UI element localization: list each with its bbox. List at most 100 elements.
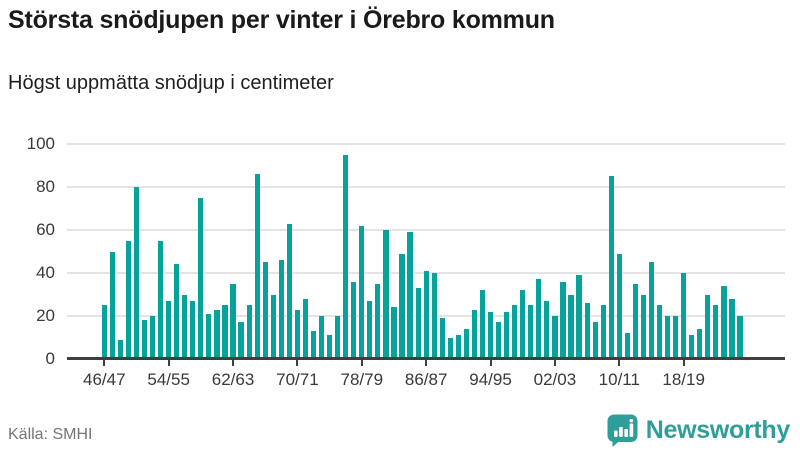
x-axis-label: 78/79 [340,370,384,389]
bar-87-88 [431,273,437,359]
bar-17-18 [673,316,679,359]
bar-80-81 [375,283,381,359]
bar-11-12 [624,333,630,359]
bar-01-02 [544,300,550,359]
bar-96-97 [504,311,510,359]
source-note: Källa: SMHI [8,426,93,443]
bar-22-23 [713,305,719,359]
bar-19-20 [689,335,695,359]
x-axis-tick [167,359,170,366]
x-axis-tick [489,359,492,366]
bar-54-55 [166,300,172,359]
bar-68-69 [278,260,284,359]
x-axis-tick [296,359,299,366]
bar-58-59 [198,197,204,359]
bar-89-90 [447,337,453,359]
bar-12-13 [632,283,638,359]
bar-85-86 [415,288,421,359]
bar-95-96 [496,322,502,359]
x-axis-label: 62/63 [211,370,255,389]
bar-06-07 [584,303,590,359]
bar-61-62 [222,305,228,359]
bar-59-60 [206,313,212,359]
bar-62-63 [230,283,236,359]
bar-74-75 [327,335,333,359]
bar-71-72 [302,298,309,359]
bar-88-89 [439,318,445,359]
bar-90-91 [455,335,461,359]
y-axis-label: 40 [36,263,55,282]
bar-84-85 [407,232,413,359]
bar-05-06 [576,275,582,359]
bar-70-71 [294,309,300,359]
bar-92-93 [471,309,478,359]
bar-72-73 [310,331,317,359]
x-axis-label: 54/55 [147,370,190,389]
bar-53-54 [158,240,164,359]
page-title: Största snödjupen per vinter i Örebro ko… [8,6,555,34]
gridline-y-100 [67,143,785,145]
y-axis-label: 100 [26,134,55,153]
bar-60-61 [214,309,220,359]
chart-subtitle: Högst uppmätta snödjup i centimeter [8,72,334,94]
y-axis-label: 80 [36,177,55,196]
bar-46-47 [101,305,107,359]
bar-78-79 [359,225,365,359]
x-axis-label: 02/03 [533,370,577,389]
x-axis-line [67,357,785,360]
bar-66-67 [262,262,268,359]
bar-03-04 [560,281,566,359]
bar-chart-speech-bubble-icon [607,414,638,447]
bar-67-68 [270,294,276,359]
bar-07-08 [592,322,598,359]
x-axis-label: 70/71 [276,370,319,389]
x-axis-label: 10/11 [598,370,640,389]
bar-13-14 [640,294,647,359]
newsworthy-logo: Newsworthy [607,414,790,447]
bar-25-26 [737,316,743,359]
gridline-y-80 [67,186,785,188]
bar-21-22 [705,294,711,359]
bar-24-25 [729,298,735,359]
bar-64-65 [246,305,252,359]
bar-93-94 [479,290,486,359]
bar-79-80 [367,300,373,359]
bar-56-57 [182,294,188,359]
bar-16-17 [664,316,671,359]
bar-15-16 [656,305,663,359]
x-axis-tick [682,359,685,366]
bar-50-51 [133,187,140,359]
x-axis-label: 46/47 [83,370,126,389]
bar-47-48 [109,251,115,359]
bar-20-21 [697,328,703,359]
bar-99-00 [528,305,534,359]
bar-55-56 [174,264,180,359]
bar-04-05 [568,294,574,359]
bar-86-87 [423,270,429,359]
x-axis-tick [618,359,621,366]
bar-73-74 [318,316,325,359]
bar-81-82 [383,230,389,359]
bar-08-09 [600,305,606,359]
bar-98-99 [520,290,526,359]
bar-02-03 [552,316,558,359]
x-axis-label: 18/19 [662,370,705,389]
bar-49-50 [125,240,132,359]
bar-48-49 [117,339,123,359]
bar-09-10 [608,176,614,359]
bar-94-95 [487,311,494,359]
bar-77-78 [351,281,357,359]
x-axis-tick [360,359,363,366]
bar-76-77 [343,154,349,359]
y-axis-label: 20 [36,306,55,325]
x-axis-tick [232,359,235,366]
x-axis-tick [103,359,106,366]
bar-52-53 [149,316,156,359]
bar-23-24 [721,285,727,359]
bar-00-01 [536,279,542,359]
bar-63-64 [238,322,244,359]
bar-51-52 [141,320,148,359]
gridline-y-60 [67,229,785,231]
bar-18-19 [681,273,687,359]
brand-name: Newsworthy [645,416,791,444]
